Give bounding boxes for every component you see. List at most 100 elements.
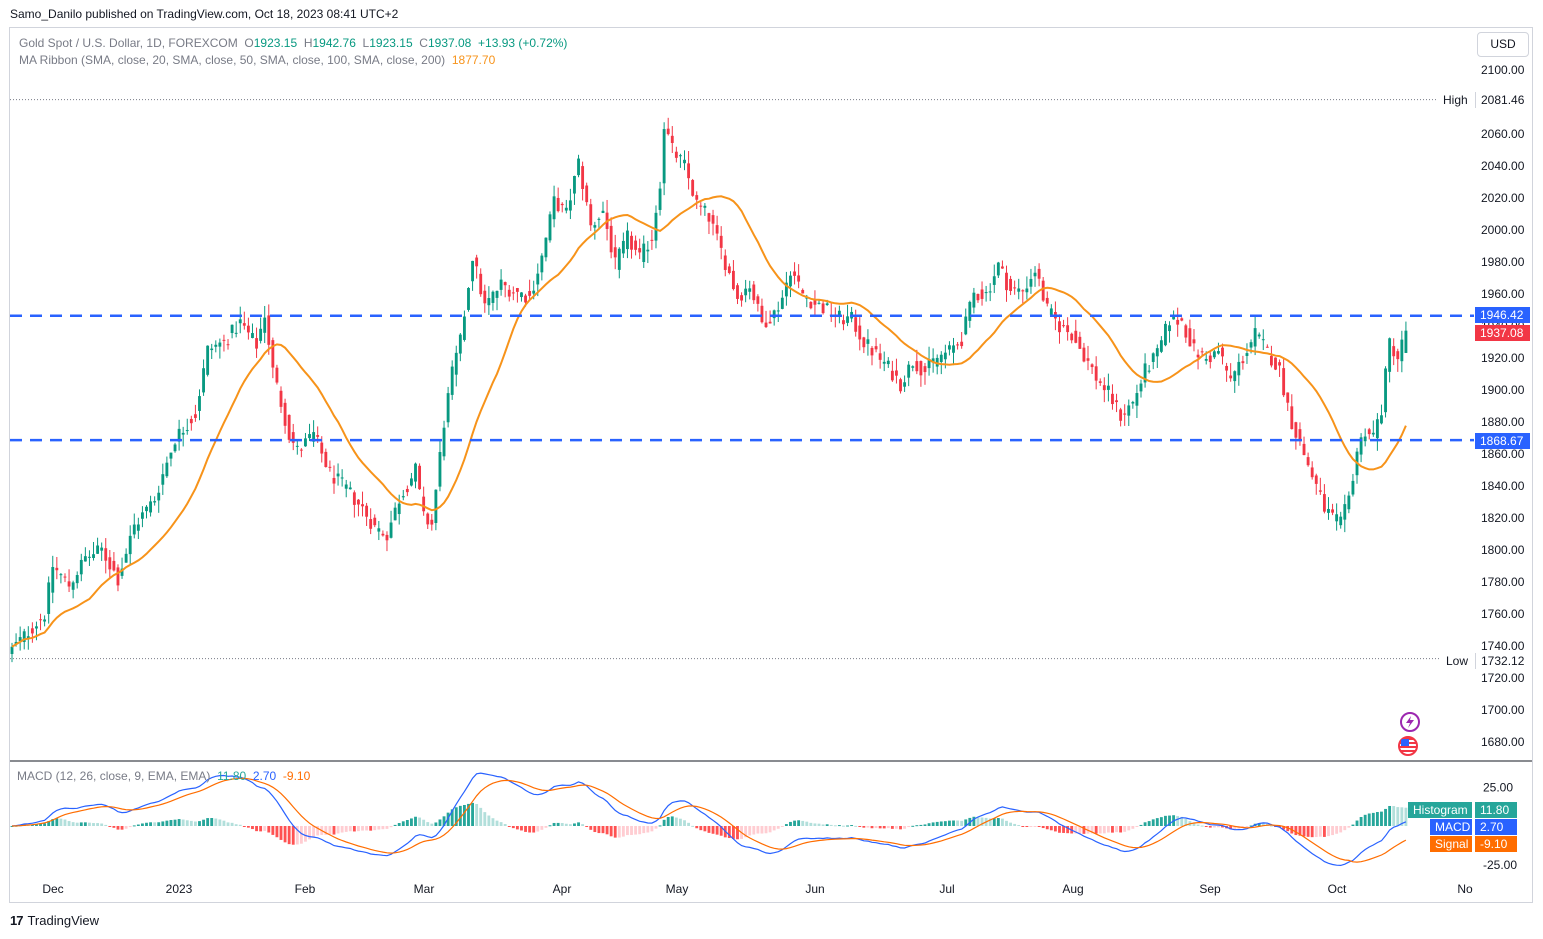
macd-histogram-bar	[1053, 826, 1057, 832]
macd-histogram-bar	[577, 822, 580, 826]
macd-histogram-bar	[373, 826, 377, 831]
macd-histogram-bar	[1359, 817, 1363, 826]
macd-histogram-bar	[862, 826, 866, 828]
candle-body	[634, 240, 638, 250]
candle-body	[83, 556, 87, 562]
candle-body	[491, 291, 495, 303]
macd-histogram-bar	[128, 826, 132, 828]
macd-histogram-bar	[784, 824, 788, 826]
currency-button[interactable]: USD	[1477, 32, 1529, 57]
candle-body	[149, 501, 153, 513]
macd-histogram-bar	[503, 824, 507, 826]
macd-histogram-bar	[1245, 826, 1249, 827]
macd-macd-value: 2.70	[252, 769, 277, 783]
us-flag-icon[interactable]	[1398, 736, 1418, 756]
macd-histogram-bar	[992, 818, 996, 826]
macd-histogram-bar	[442, 816, 446, 826]
macd-histogram-bar	[1115, 826, 1118, 833]
price-axis-label: 1740.00	[1481, 639, 1525, 653]
macd-histogram-bar	[381, 826, 385, 830]
candle-body	[1322, 494, 1326, 512]
candle-body	[723, 255, 727, 270]
candle-body	[899, 379, 902, 392]
candle-body	[189, 418, 193, 424]
macd-histogram-bar	[1396, 807, 1400, 826]
candle-body	[405, 488, 409, 493]
candle-body	[255, 338, 258, 349]
candle-body	[1025, 288, 1029, 293]
candle-body	[960, 341, 964, 347]
macd-histogram-bar	[259, 826, 263, 832]
macd-histogram-bar	[1037, 826, 1041, 827]
candle-body	[467, 287, 470, 310]
candle-body	[128, 535, 132, 555]
candle-body	[332, 477, 336, 484]
macd-histogram-bar	[980, 817, 984, 826]
macd-histogram-bar	[931, 822, 935, 826]
candle-body	[996, 262, 1000, 276]
macd-histogram-bar	[674, 817, 678, 826]
candle-body	[943, 352, 947, 360]
macd-histogram-bar	[1302, 826, 1306, 837]
candle-body	[752, 284, 756, 301]
candle-body	[532, 290, 536, 294]
macd-histogram-bar	[242, 826, 246, 827]
macd-histogram-bar	[1217, 826, 1220, 828]
time-axis-label: Oct	[1328, 882, 1347, 896]
candle-body	[1037, 268, 1041, 279]
macd-histogram-bar	[1298, 826, 1302, 836]
time-axis-label: Apr	[553, 882, 572, 896]
candle-body	[768, 321, 772, 324]
macd-histogram-bar	[206, 818, 210, 826]
brand-name: TradingView	[27, 913, 100, 928]
macd-histogram-bar	[617, 826, 621, 838]
candle-body	[140, 512, 144, 519]
candle-body	[1200, 351, 1204, 353]
macd-histogram-bar	[833, 825, 837, 827]
macd-histogram-bar	[132, 825, 136, 827]
price-axis-label: 2040.00	[1481, 159, 1525, 173]
macd-histogram-bar	[850, 825, 854, 827]
signal-line	[11, 777, 1407, 863]
macd-histogram-bar	[1371, 812, 1375, 826]
candle-body	[1192, 339, 1196, 344]
candle-body	[691, 180, 695, 196]
macd-histogram-bar	[1233, 826, 1237, 830]
candle-body	[271, 340, 275, 368]
macd-histogram-bar	[581, 824, 585, 826]
candle-body	[185, 430, 189, 432]
candle-body	[805, 297, 809, 299]
time-axis-label: Dec	[42, 882, 63, 896]
price-axis-label: 1960.00	[1481, 287, 1525, 301]
candle-body	[120, 568, 124, 576]
macd-histogram-bar	[328, 826, 332, 835]
tradingview-brand[interactable]: 17 TradingView	[10, 913, 99, 928]
lightning-icon[interactable]	[1400, 712, 1420, 732]
candle-body	[711, 215, 715, 224]
candle-body	[312, 432, 316, 442]
macd-histogram-bar	[638, 826, 642, 835]
candle-body	[1404, 330, 1408, 353]
macd-histogram-bar	[605, 826, 609, 835]
macd-histogram-bar	[120, 826, 124, 830]
macd-histogram-bar	[744, 826, 748, 838]
macd-histogram-bar	[952, 820, 955, 826]
candle-body	[540, 255, 544, 273]
candle-body	[931, 358, 935, 363]
candle-body	[719, 235, 723, 248]
macd-histogram-bar	[1147, 821, 1151, 826]
macd-histogram-bar	[1249, 825, 1253, 827]
macd-histogram-bar	[556, 822, 560, 826]
candle-body	[275, 367, 279, 383]
candle-body	[369, 519, 373, 529]
macd-label: MACD (12, 26, close, 9, EMA, EMA)	[17, 769, 211, 783]
candle-body	[813, 299, 817, 305]
candle-body	[1371, 432, 1375, 435]
candle-body	[193, 414, 197, 418]
macd-histogram-bar	[177, 819, 181, 826]
macd-histogram-bar	[238, 824, 242, 826]
macd-histogram-bar	[1221, 826, 1224, 828]
macd-histogram-bar	[687, 822, 691, 826]
candle-body	[548, 214, 552, 241]
